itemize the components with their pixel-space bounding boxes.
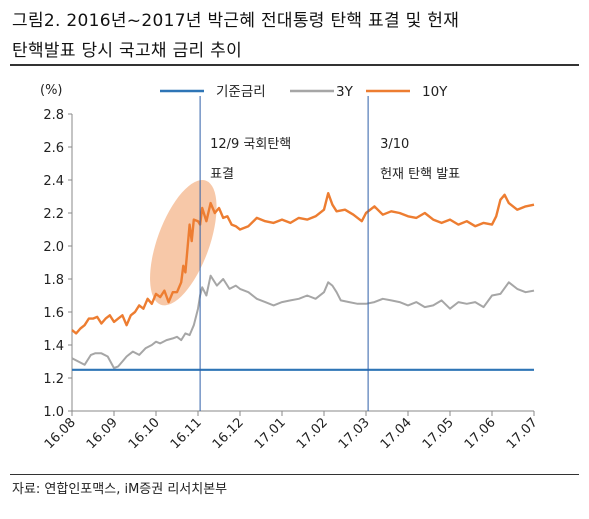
event-label: 헌재 탄핵 발표 [380, 167, 460, 182]
y-tick-label: 1.4 [43, 339, 64, 354]
x-tick-label: 16.12 [210, 415, 247, 452]
legend-label: 10Y [422, 84, 448, 100]
x-tick-label: 17.05 [420, 415, 457, 452]
event-label: 표결 [210, 167, 234, 182]
title-divider [10, 64, 579, 66]
x-axis: 16.08 16.09 16.10 16.11 16.12 17.01 17.02 17.03… [42, 411, 541, 452]
y-tick-label: 1.2 [43, 372, 64, 387]
y-tick-label: 2.8 [43, 108, 64, 123]
legend: 기준금리 3Y 10Y [160, 84, 448, 100]
x-tick-label: 16.11 [168, 415, 205, 452]
y-tick-label: 2.4 [43, 174, 64, 189]
x-tick-label: 17.04 [378, 415, 415, 452]
y-tick-label: 1.8 [43, 273, 64, 288]
x-tick-label: 17.06 [462, 415, 499, 452]
x-tick-label: 16.08 [42, 415, 79, 452]
x-tick-label: 16.09 [84, 415, 121, 452]
footer-divider [10, 474, 579, 475]
source-note: 자료: 연합인포맥스, iM증권 리서치본부 [12, 482, 228, 497]
chart-title: 그림2. 2016년~2017년 박근혜 전대통령 탄핵 표결 및 헌재 탄핵발… [12, 6, 582, 66]
event-label: 12/9 국회탄핵 [210, 137, 291, 152]
x-tick-label: 17.07 [504, 415, 541, 452]
x-tick-label: 17.01 [252, 415, 289, 452]
y-tick-label: 1.0 [43, 405, 64, 420]
series-layer [71, 191, 535, 371]
event-label: 3/10 [380, 137, 409, 152]
y-tick-label: 1.6 [43, 306, 64, 321]
plot-frame [71, 114, 534, 412]
title-line-1: 그림2. 2016년~2017년 박근혜 전대통령 탄핵 표결 및 헌재 [12, 11, 460, 31]
title-line-2: 탄핵발표 당시 국고채 금리 추이 [12, 41, 243, 61]
x-tick-label: 17.02 [294, 415, 331, 452]
legend-label: 3Y [336, 84, 354, 100]
x-tick-label: 16.10 [126, 415, 163, 452]
y-tick-label: 2.2 [43, 207, 64, 222]
highlight-ellipse [150, 180, 217, 306]
y-tick-label: 2.6 [43, 141, 64, 156]
series-line-3y [71, 274, 535, 370]
y-axis: 1.0 1.2 1.4 1.6 1.8 2.0 2.2 2.4 2.6 2.8 (%) [40, 83, 72, 420]
x-tick-label: 17.03 [336, 415, 373, 452]
highlight-layer [150, 180, 217, 306]
series-line-10y [71, 191, 535, 335]
y-axis-unit: (%) [40, 83, 63, 98]
legend-label: 기준금리 [216, 84, 266, 100]
y-tick-label: 2.0 [43, 240, 64, 255]
